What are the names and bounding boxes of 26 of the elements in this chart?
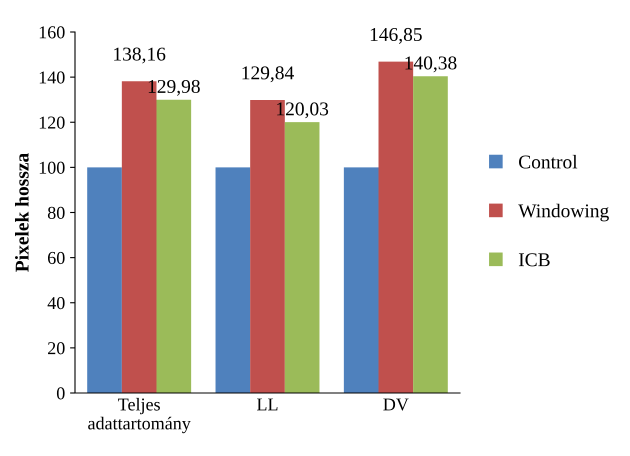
x-tick-label: LL [256,398,278,410]
bar [216,167,250,393]
y-tick-label: 80 [48,206,65,219]
y-axis-title: Pixelek hossza [15,153,29,272]
legend-label: Control [519,154,578,169]
legend-label: ICB [518,253,550,266]
y-tick-label: 140 [40,71,65,84]
bar [413,76,448,393]
bar [87,167,122,393]
bar [344,167,379,393]
x-tick-label: DV [383,398,409,411]
y-tick-label: 20 [48,342,65,354]
legend-label: Windowing [518,204,609,222]
bar [284,122,320,393]
y-tick-label: 40 [48,297,65,310]
data-label: 129,84 [242,66,294,82]
data-label: 146,85 [370,28,422,44]
data-label: 140,38 [405,56,456,72]
x-tick-label: Teljes adattartomány [88,398,191,434]
data-label: 138,16 [114,48,166,64]
y-tick-label: 120 [40,116,65,129]
y-tick-label: 100 [40,162,65,174]
y-tick-label: 60 [48,252,65,264]
y-tick-label: 0 [56,387,65,400]
bar [156,100,192,393]
y-tick-label: 160 [40,26,65,38]
